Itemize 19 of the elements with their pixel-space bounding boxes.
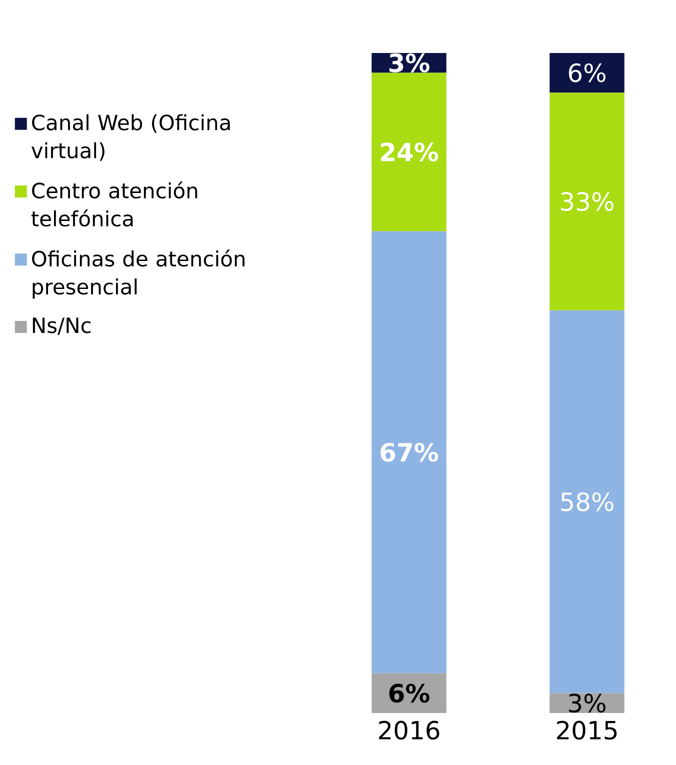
bar xyxy=(372,72,446,232)
data-label: 3% xyxy=(389,53,430,72)
bar xyxy=(372,231,446,674)
data-label: 3% xyxy=(569,694,606,713)
data-label: 58% xyxy=(561,492,614,512)
legend-label: Canal Web (Oficina virtual) xyxy=(32,114,230,161)
data-label: 6% xyxy=(389,684,430,703)
data-label: 24% xyxy=(381,142,438,162)
data-label: 33% xyxy=(561,192,614,211)
legend-label: Oficinas de atención presencial xyxy=(32,250,244,299)
bar xyxy=(550,53,624,93)
data-label: 6% xyxy=(568,63,606,82)
data-label: 67% xyxy=(380,442,438,462)
legend-label: Ns/Nc xyxy=(32,318,91,335)
bar xyxy=(550,310,624,694)
legend-label: Centro atención telefónica xyxy=(31,181,198,227)
x-tick-label: 2016 xyxy=(379,720,440,740)
bar xyxy=(550,92,624,310)
x-tick-label: 2015 xyxy=(557,720,617,740)
